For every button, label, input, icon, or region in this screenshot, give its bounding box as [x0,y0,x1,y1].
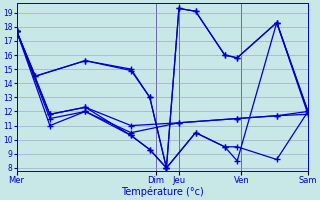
X-axis label: Température (°c): Température (°c) [121,187,204,197]
